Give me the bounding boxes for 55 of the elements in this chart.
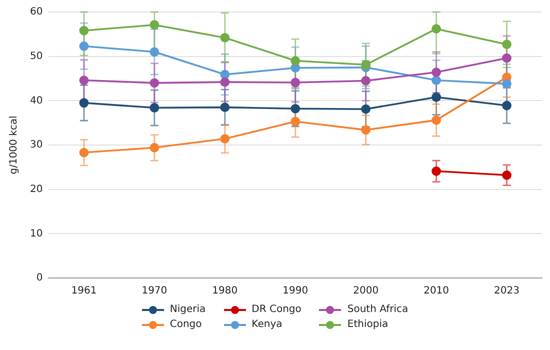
legend-label: Kenya bbox=[252, 319, 282, 330]
point bbox=[361, 60, 371, 70]
point bbox=[432, 115, 441, 125]
point bbox=[290, 104, 300, 114]
point bbox=[432, 76, 441, 85]
legend-label: South Africa bbox=[347, 304, 408, 315]
x-tick-label: 1980 bbox=[212, 286, 238, 297]
y-tick-label: 40 bbox=[30, 95, 43, 106]
point bbox=[220, 102, 230, 112]
legend-label: Ethiopia bbox=[347, 319, 388, 330]
y-tick-label: 30 bbox=[30, 140, 43, 151]
x-tick-label: 2000 bbox=[353, 286, 379, 297]
point bbox=[150, 103, 160, 112]
point bbox=[502, 40, 512, 50]
point bbox=[432, 92, 441, 102]
point bbox=[502, 170, 512, 180]
point bbox=[220, 134, 230, 144]
point bbox=[150, 78, 160, 88]
point bbox=[290, 78, 300, 88]
point bbox=[502, 100, 512, 110]
point bbox=[79, 76, 89, 85]
y-tick-label: 0 bbox=[36, 272, 43, 284]
point bbox=[432, 24, 441, 34]
point bbox=[502, 53, 512, 63]
point bbox=[150, 142, 160, 152]
point bbox=[361, 104, 371, 114]
point bbox=[79, 148, 89, 158]
point bbox=[150, 20, 160, 30]
x-tick-label: 1961 bbox=[71, 286, 97, 297]
x-tick-label: 2010 bbox=[424, 286, 450, 297]
y-tick-label: 10 bbox=[30, 228, 43, 240]
point bbox=[79, 26, 89, 36]
point bbox=[290, 116, 300, 126]
point bbox=[79, 98, 89, 108]
point bbox=[502, 79, 512, 89]
legend-label: DR Congo bbox=[252, 304, 302, 315]
point bbox=[290, 56, 300, 66]
point bbox=[361, 76, 371, 86]
x-tick-label: 1990 bbox=[282, 286, 308, 297]
y-axis-title: g/1000 kcal bbox=[8, 116, 20, 174]
x-tick-label: 2023 bbox=[494, 286, 520, 297]
point bbox=[79, 41, 89, 51]
point bbox=[220, 70, 230, 80]
y-tick-label: 20 bbox=[30, 184, 43, 195]
point bbox=[220, 33, 230, 42]
y-tick-label: 60 bbox=[30, 6, 43, 18]
point bbox=[220, 77, 230, 87]
x-tick-label: 1970 bbox=[142, 286, 168, 297]
legend-label: Nigeria bbox=[170, 304, 206, 315]
point bbox=[432, 68, 441, 77]
point bbox=[361, 125, 371, 135]
point bbox=[432, 166, 441, 176]
y-tick-label: 50 bbox=[30, 50, 43, 62]
point bbox=[150, 47, 160, 57]
legend-label: Congo bbox=[170, 319, 202, 330]
